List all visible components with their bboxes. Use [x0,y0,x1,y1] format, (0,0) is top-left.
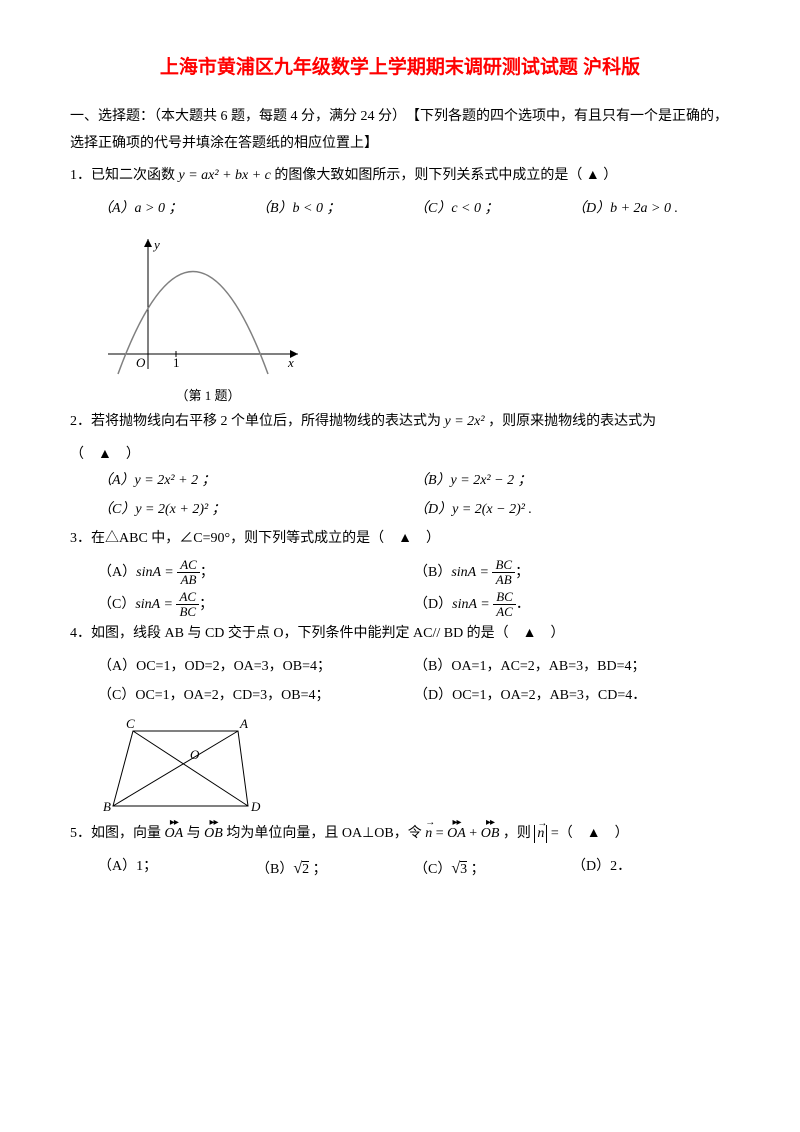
q4-lbl-o: O [190,747,200,762]
question-4: 4．如图，线段 AB 与 CD 交于点 O，下列条件中能判定 AC// BD 的… [70,621,730,648]
q2-expr: y = 2x² [445,414,485,429]
q2-stem-a: 2．若将抛物线向右平移 2 个单位后，所得抛物线的表达式为 [70,414,445,429]
q3-b-tail: ； [515,565,529,580]
q3-a-den: AB [177,573,200,587]
q1-options: （A）a > 0 ； （B）b < 0 ； （C）c < 0 ； （D）b + … [70,196,730,225]
q4-opt-c: （C）OC=1，OA=2，CD=3，OB=4； [98,683,414,710]
q2-opt-d: （D）y = 2(x − 2)² . [414,497,730,524]
q1-expr: y = ax² + bx + c [179,168,271,183]
origin-label: O [136,355,146,370]
q3-d-den: AC [493,605,516,619]
q3-c-tail: ； [199,597,213,612]
q4-figure: C A B D O [70,711,730,821]
q1-stem-b: 的图像大致如图所示，则下列关系式中成立的是（ [274,168,582,183]
q3-b-prefix: sinA = [451,565,489,580]
q1-figure: O 1 x y （第 1 题） [70,224,730,409]
q5-plus: + [469,826,480,841]
q5-opt-c: （C）√3 ； [414,854,572,884]
q1-opt-c: （C）c < 0 ； [414,196,572,223]
q1-caption: （第 1 题） [98,384,318,409]
q5-opt-a: （A）1； [98,854,256,884]
q3-c-prefix: sinA = [135,597,173,612]
page-title: 上海市黄浦区九年级数学上学期期末调研测试试题 沪科版 [70,50,730,86]
q3-options: （A）sinA = ACAB； （B）sinA = BCAB； （C）sinA … [70,558,730,621]
q2-stem-b: ，则原来抛物线的表达式为 [488,414,656,429]
q3-a-prefix: sinA = [136,565,174,580]
q3-b-den: AB [492,573,515,587]
q5-opt-d: （D）2． [572,854,730,884]
q5-mid1: 与 [187,826,205,841]
q5-options: （A）1； （B）√2 ； （C）√3 ； （D）2． [70,854,730,886]
q3-opt-c: （C）sinA = ACBC； [98,590,414,620]
parabola-graph-icon: O 1 x y [98,224,318,384]
q5-opt-b: （B）√2 ； [256,854,414,884]
question-2: 2．若将抛物线向右平移 2 个单位后，所得抛物线的表达式为 y = 2x² ，则… [70,409,730,436]
q3-a-num: AC [177,558,200,573]
vector-n-icon: →n [425,821,432,848]
q5-mid3: ，则 [503,826,535,841]
q1-opt-b: （B）b < 0 ； [256,196,414,223]
q2-opt-c: （C）y = 2(x + 2)² ； [98,497,414,524]
q3-c-den: BC [176,605,199,619]
q3-d-tail: ． [516,597,530,612]
q4-opt-a: （A）OC=1，OD=2，OA=3，OB=4； [98,654,414,681]
q5-c-tail: ； [467,862,485,877]
q1-stem-c: ） [603,168,617,183]
q1-opt-a: （A）a > 0 ； [98,196,256,223]
q3-d-num: BC [493,590,516,605]
q1-opt-c-text: （C）c < 0 ； [414,201,499,216]
q4-lbl-a: A [239,716,248,731]
q5-pre: 5．如图，向量 [70,826,165,841]
intersecting-lines-icon: C A B D O [98,711,278,821]
q5-mid2: 均为单位向量，且 OA⊥OB，令 [226,826,425,841]
q4-opt-b: （B）OA=1，AC=2，AB=3，BD=4； [414,654,730,681]
q4-lbl-c: C [126,716,135,731]
vector-ob2-icon: ▸▸OB [481,821,500,848]
q3-opt-b: （B）sinA = BCAB； [414,558,730,588]
q3-a-tail: ； [200,565,214,580]
sqrt-icon-2: √3 [451,854,467,884]
q5-c-pre: （C） [414,862,451,877]
q5-b-pre: （B） [256,862,293,877]
q4-lbl-b: B [103,799,111,814]
q3-d-prefix: sinA = [452,597,490,612]
q1-blank: ▲ [586,168,600,183]
q1-opt-a-text: （A）a > 0 ； [98,201,183,216]
q1-stem-a: 1．已知二次函数 [70,168,179,183]
q4-lbl-d: D [250,799,261,814]
q2-opt-b: （B）y = 2x² − 2 ； [414,468,730,495]
vector-oa-icon: ▸▸OA [165,821,184,848]
q3-c-num: AC [176,590,199,605]
q3-b-num: BC [492,558,515,573]
vector-ob-icon: ▸▸OB [204,821,223,848]
q5-tail: =（ ▲ ） [551,826,629,841]
q3-opt-d: （D）sinA = BCAC． [414,590,730,620]
q5-b-tail: ； [309,862,327,877]
y-axis-label: y [152,237,160,252]
q1-opt-d: （D）b + 2a > 0 . [572,196,730,223]
sqrt-icon: √2 [293,854,309,884]
q5-eq: = [436,826,447,841]
tick-1: 1 [173,355,180,370]
q3-opt-a: （A）sinA = ACAB； [98,558,414,588]
q2-tail: （ ▲ ） [70,442,730,469]
question-1: 1．已知二次函数 y = ax² + bx + c 的图像大致如图所示，则下列关… [70,163,730,190]
x-axis-label: x [287,355,294,370]
section-intro: 一、选择题：（本大题共 6 题，每题 4 分，满分 24 分） 【下列各题的四个… [70,104,730,157]
vector-oa2-icon: ▸▸OA [447,821,466,848]
question-3: 3．在△ABC 中，∠C=90°，则下列等式成立的是（ ▲ ） [70,526,730,553]
q2-opt-a: （A）y = 2x² + 2 ； [98,468,414,495]
abs-n-icon: →n [534,825,547,843]
q1-opt-b-text: （B）b < 0 ； [256,201,341,216]
q4-options: （A）OC=1，OD=2，OA=3，OB=4； （B）OA=1，AC=2，AB=… [70,654,730,711]
q2-options: （A）y = 2x² + 2 ； （B）y = 2x² − 2 ； （C）y =… [70,468,730,525]
question-5: 5．如图，向量 ▸▸OA 与 ▸▸OB 均为单位向量，且 OA⊥OB，令 →n … [70,821,730,848]
q1-opt-d-text: （D）b + 2a > 0 . [572,201,678,216]
q4-opt-d: （D）OC=1，OA=2，AB=3，CD=4． [414,683,730,710]
